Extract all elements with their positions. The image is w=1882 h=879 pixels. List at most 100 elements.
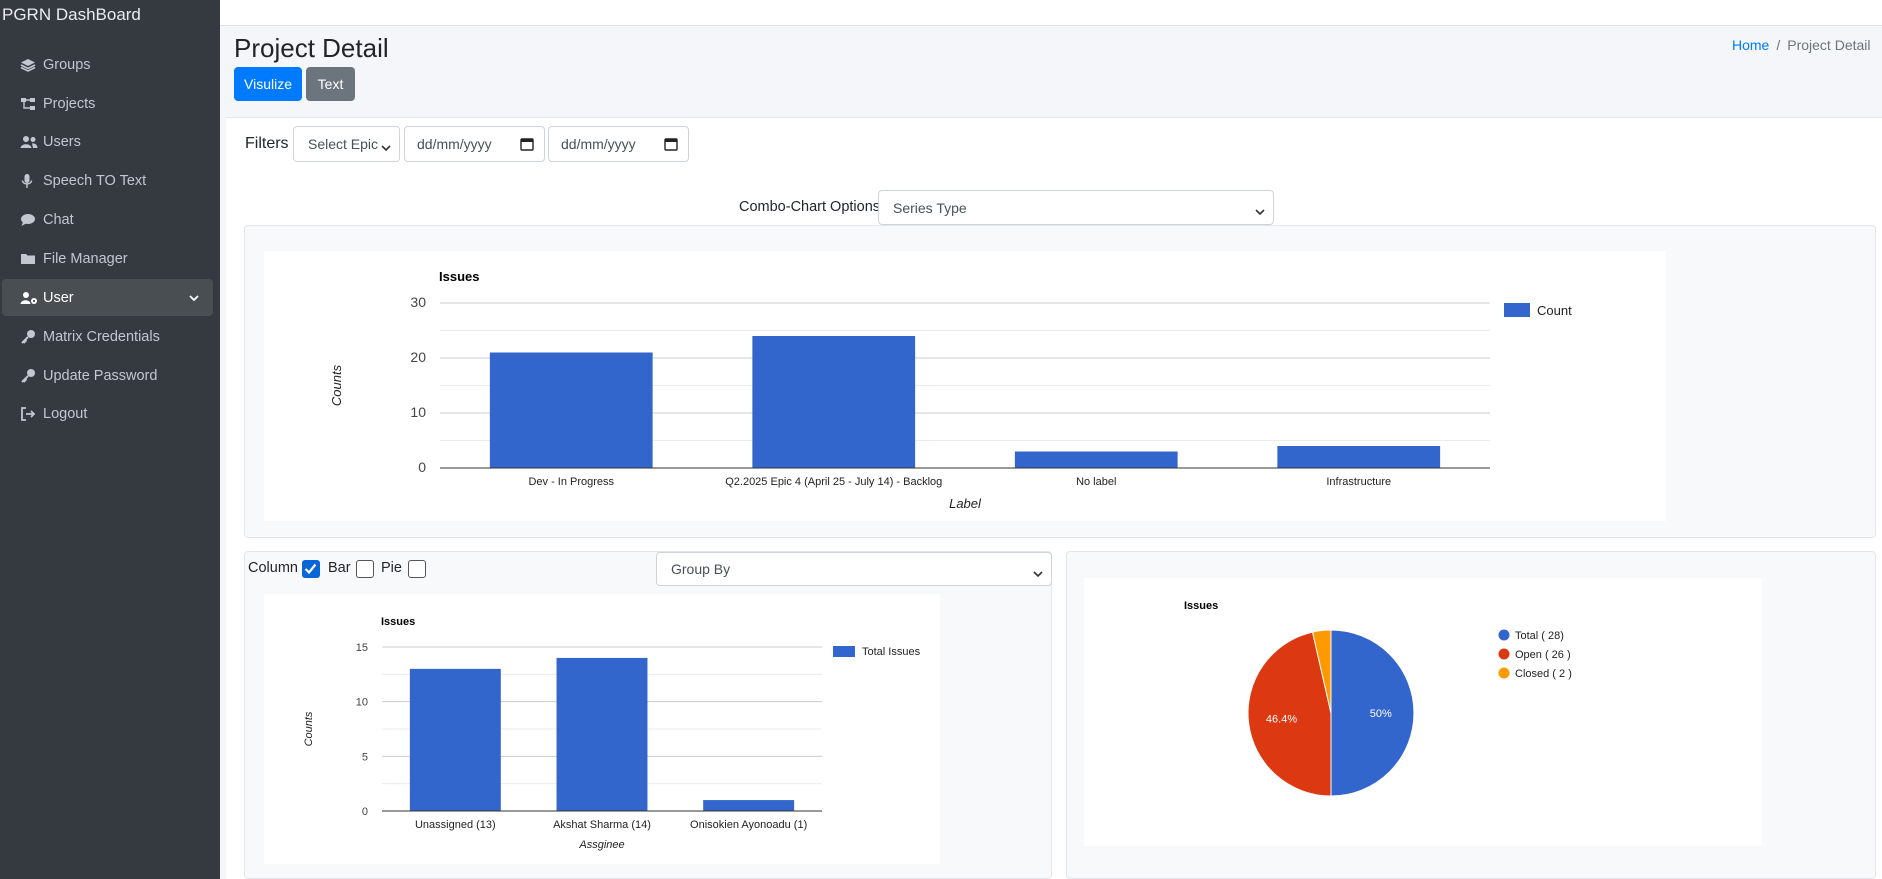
sidebar-item-matrix-credentials[interactable]: Matrix Credentials — [2, 318, 213, 355]
x-tick-label: No label — [1076, 476, 1116, 488]
x-tick-label: Dev - In Progress — [528, 476, 614, 488]
filters-label: Filters — [245, 135, 289, 152]
sidebar-item-label: File Manager — [43, 250, 128, 267]
sidebar-item-label: Projects — [43, 95, 96, 112]
x-tick-label: Q2.2025 Epic 4 (April 25 - July 14) - Ba… — [725, 476, 942, 488]
sidebar-item-speech[interactable]: Speech TO Text — [2, 162, 213, 199]
calendar-icon[interactable] — [664, 137, 678, 154]
key-icon — [20, 368, 40, 384]
x-tick-label: Unassigned (13) — [415, 819, 496, 831]
legend-label: Closed ( 2 ) — [1515, 668, 1572, 680]
sidebar: PGRN DashBoard Groups Projects Users Spe… — [0, 0, 220, 879]
bar — [409, 668, 501, 811]
bar — [752, 336, 916, 468]
breadcrumb: Home / Project Detail — [1732, 37, 1882, 53]
breadcrumb-separator: / — [1776, 37, 1781, 53]
y-tick-label: 15 — [356, 642, 368, 654]
chart-title: Issues — [381, 616, 415, 628]
chevron-down-icon — [1033, 565, 1043, 581]
sidebar-item-logout[interactable]: Logout — [2, 395, 213, 432]
chart-title: Issues — [439, 269, 479, 284]
column-checkbox[interactable] — [302, 560, 320, 578]
y-tick-label: 0 — [362, 806, 368, 818]
breadcrumb-home-link[interactable]: Home — [1732, 37, 1770, 53]
issues-by-label-chart: Issues 0 10 20 30 Dev - In Progress Q2.2025 Ep… — [329, 269, 1572, 511]
pie-checkbox[interactable] — [408, 560, 426, 578]
status-pie-panel: Issues 50% 46.4% Total ( 28) Open ( 26 ) Clos… — [1084, 578, 1762, 846]
top-navbar — [220, 0, 1882, 26]
slice-label: 50% — [1370, 708, 1392, 720]
date-from-placeholder: dd/mm/yyyy — [417, 136, 492, 152]
sidebar-item-label: Matrix Credentials — [43, 328, 160, 345]
pie-slice — [1311, 629, 1332, 714]
date-from-input[interactable]: dd/mm/yyyy — [404, 126, 545, 162]
user-cog-icon — [20, 290, 40, 306]
pie-slice — [1330, 629, 1415, 797]
legend-swatch — [1498, 648, 1510, 660]
x-tick-label: Onisokien Ayonoadu (1) — [690, 819, 807, 831]
text-button[interactable]: Text — [306, 67, 355, 101]
sidebar-item-label: Speech TO Text — [43, 172, 147, 189]
assignee-chart-panel: Issues 0 5 10 15 Unassigned (13) Akshat Sharma… — [264, 594, 940, 864]
issues-status-pie-chart: Issues 50% 46.4% Total ( 28) Open ( 26 ) Clos… — [1184, 600, 1572, 797]
combo-chart-panel: Issues 0 10 20 30 Dev - In Progress Q2.2025 Ep… — [264, 251, 1666, 521]
key-icon — [20, 329, 40, 345]
legend-swatch — [1498, 629, 1510, 641]
x-tick-label: Infrastructure — [1326, 476, 1391, 488]
bar — [556, 657, 648, 811]
sidebar-item-file-manager[interactable]: File Manager — [2, 240, 213, 277]
y-tick-label: 30 — [410, 294, 426, 310]
chat-icon — [20, 212, 40, 228]
sidebar-item-label: Update Password — [43, 367, 158, 384]
sidebar-item-groups[interactable]: Groups — [2, 46, 213, 83]
bar-label: Bar — [328, 560, 351, 576]
y-tick-label: 0 — [418, 459, 426, 475]
page-title: Project Detail — [234, 33, 389, 63]
issues-by-assignee-chart: Issues 0 5 10 15 Unassigned (13) Akshat Sharma… — [303, 616, 921, 851]
calendar-icon[interactable] — [520, 137, 534, 154]
sitemap-icon — [20, 96, 40, 112]
group-by-value: Group By — [671, 561, 731, 577]
group-by-select[interactable]: Group By — [656, 552, 1052, 586]
combo-chart-label: Combo-Chart Options — [739, 199, 881, 215]
legend-label: Open ( 26 ) — [1515, 649, 1571, 661]
sidebar-item-label: Users — [43, 133, 81, 150]
x-axis-label: Assginee — [578, 839, 624, 851]
sidebar-item-users[interactable]: Users — [2, 123, 213, 160]
slice-label: 46.4% — [1266, 714, 1297, 726]
epic-select-value: Select Epic — [308, 136, 379, 152]
sidebar-item-label: User — [43, 289, 74, 306]
sidebar-item-user[interactable]: User — [2, 279, 213, 316]
bar — [489, 352, 653, 468]
x-axis-label: Label — [949, 496, 982, 511]
visualize-button[interactable]: Visulize — [234, 67, 302, 101]
legend-label: Count — [1537, 303, 1572, 318]
column-label: Column — [248, 560, 298, 576]
series-type-value: Series Type — [893, 199, 967, 216]
epic-select[interactable]: Select Epic — [293, 126, 400, 162]
series-type-select[interactable]: Series Type — [878, 190, 1274, 225]
pie-slice — [1247, 631, 1332, 797]
bar-checkbox[interactable] — [356, 560, 374, 578]
x-tick-label: Akshat Sharma (14) — [553, 819, 651, 831]
chart-title: Issues — [1184, 600, 1218, 612]
bar — [1277, 446, 1441, 468]
sidebar-item-chat[interactable]: Chat — [2, 201, 213, 238]
breadcrumb-current: Project Detail — [1787, 37, 1871, 53]
date-to-input[interactable]: dd/mm/yyyy — [548, 126, 689, 162]
bar — [703, 800, 795, 811]
bar — [1014, 451, 1178, 468]
microphone-icon — [20, 173, 40, 189]
sidebar-item-label: Logout — [43, 405, 88, 422]
sidebar-item-label: Groups — [43, 56, 91, 73]
date-to-placeholder: dd/mm/yyyy — [561, 136, 636, 152]
sidebar-item-update-password[interactable]: Update Password — [2, 357, 213, 394]
y-axis-label: Counts — [329, 364, 344, 406]
legend-label: Total ( 28) — [1515, 630, 1564, 642]
sidebar-item-projects[interactable]: Projects — [2, 85, 213, 122]
users-icon — [20, 134, 40, 150]
legend-swatch — [1504, 303, 1530, 317]
legend-label: Total Issues — [862, 646, 921, 658]
y-tick-label: 5 — [362, 751, 368, 763]
sidebar-item-label: Chat — [43, 211, 74, 228]
